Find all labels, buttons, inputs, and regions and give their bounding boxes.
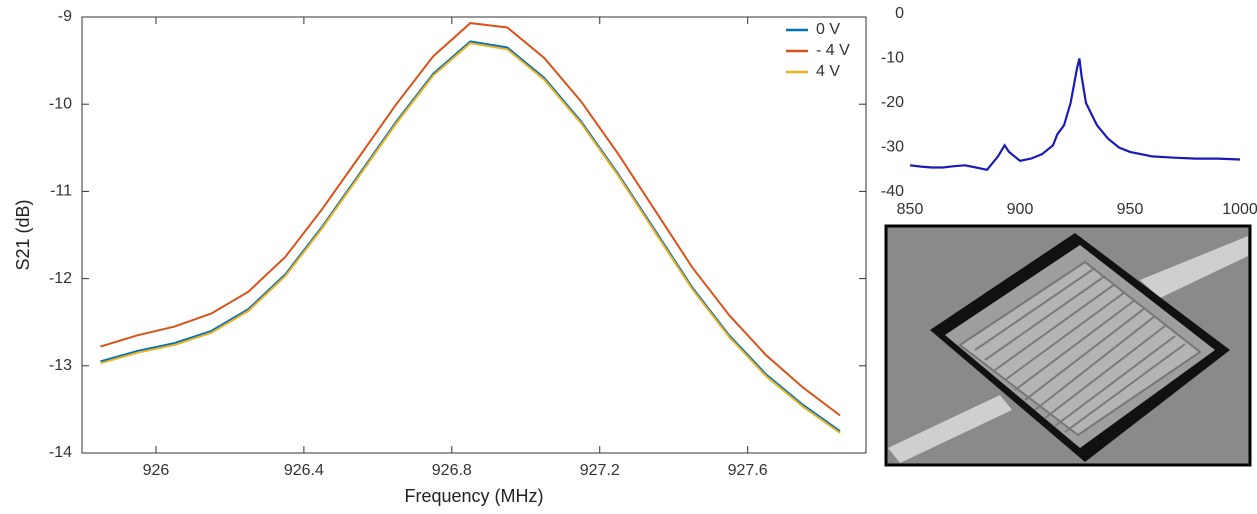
y-tick-label: -10 — [49, 95, 72, 112]
x-tick-label: 950 — [1117, 201, 1144, 218]
x-tick-label: 926.8 — [432, 462, 472, 479]
x-tick-label: 850 — [897, 201, 924, 218]
y-axis-label: S21 (dB) — [13, 199, 33, 270]
x-tick-label: 926 — [143, 462, 170, 479]
y-tick-label: -11 — [50, 183, 72, 200]
data-line — [100, 42, 841, 434]
x-tick-label: 927.2 — [580, 462, 620, 479]
y-tick-label: -30 — [881, 139, 904, 156]
legend-label: - 4 V — [816, 42, 850, 59]
y-tick-label: -12 — [49, 270, 72, 287]
data-line — [909, 58, 1241, 172]
legend-label: 4 V — [816, 63, 840, 80]
x-tick-label: 927.6 — [728, 462, 768, 479]
x-tick-label: 1000 — [1222, 201, 1257, 218]
y-tick-label: -20 — [881, 94, 904, 111]
x-tick-label: 900 — [1007, 201, 1034, 218]
y-tick-label: -9 — [58, 8, 72, 25]
y-tick-label: -13 — [49, 357, 72, 374]
legend-label: 0 V — [816, 21, 840, 38]
y-tick-label: -40 — [881, 183, 904, 200]
plot-frame — [81, 16, 867, 454]
y-tick-label: -10 — [881, 50, 904, 67]
data-line — [100, 40, 841, 433]
data-line — [100, 22, 841, 417]
sem-image — [884, 224, 1252, 467]
y-tick-label: 0 — [895, 5, 904, 22]
y-tick-label: -14 — [49, 444, 72, 461]
x-axis-label: Frequency (MHz) — [404, 486, 543, 506]
x-tick-label: 926.4 — [284, 462, 324, 479]
